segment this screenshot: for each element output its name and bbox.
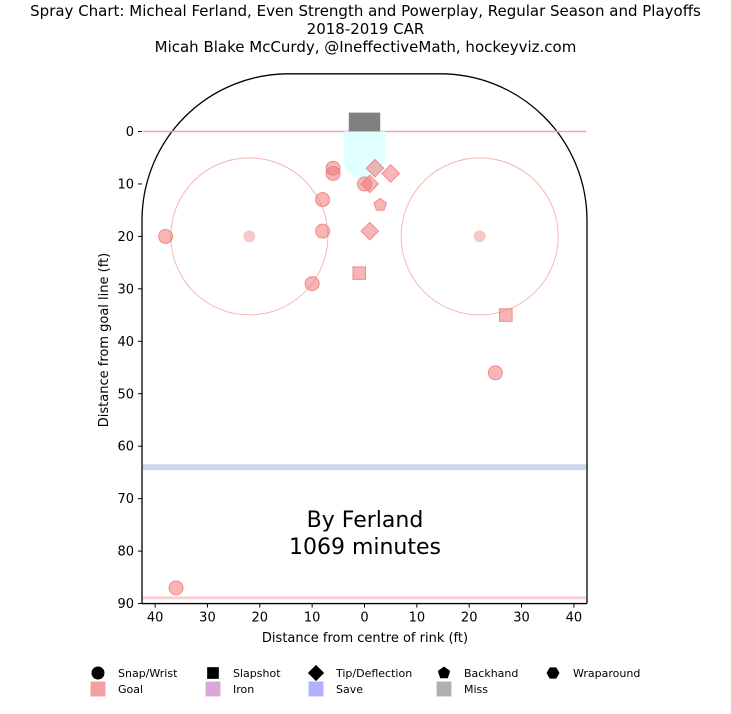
x-tick-label: 40 bbox=[147, 611, 164, 626]
shot-point-circle bbox=[168, 580, 184, 596]
shot-point-diamond bbox=[360, 221, 380, 241]
legend-shape-circle bbox=[91, 666, 105, 680]
legend-shape-hexagon bbox=[546, 667, 560, 679]
legend-label: Wraparound bbox=[573, 667, 640, 680]
faceoff-circle bbox=[400, 157, 559, 316]
axes: 0 10 20 30 40 50 60 70 80 90 40 30 20 10 0 10 20 30 40 bbox=[117, 125, 582, 626]
shot-point-diamond bbox=[381, 164, 401, 183]
y-tick-label: 40 bbox=[117, 335, 134, 350]
x-tick-label: 10 bbox=[304, 611, 321, 626]
legend-label: Goal bbox=[118, 683, 143, 696]
legend-swatch bbox=[205, 681, 221, 697]
y-tick-label: 0 bbox=[126, 125, 134, 140]
rink-boards bbox=[141, 73, 588, 604]
x-tick-label: 20 bbox=[461, 611, 478, 626]
shot-marks bbox=[158, 158, 513, 596]
shot-point-square bbox=[352, 266, 367, 280]
legend-label: Miss bbox=[464, 683, 488, 696]
legend-shape-pentagon bbox=[437, 666, 451, 679]
chart-credit: Micah Blake McCurdy, @IneffectiveMath, h… bbox=[154, 38, 577, 56]
x-tick-label: 30 bbox=[513, 611, 530, 626]
goal-net bbox=[348, 112, 381, 132]
chart-title-block: Spray Chart: Micheal Ferland, Even Stren… bbox=[0, 2, 731, 56]
shot-point-circle bbox=[304, 276, 320, 292]
shot-point-diamond bbox=[360, 174, 380, 194]
legend-label: Tip/Deflection bbox=[335, 667, 412, 680]
blue-line bbox=[143, 464, 586, 471]
shot-point-square bbox=[499, 308, 513, 322]
y-tick-label: 30 bbox=[117, 282, 134, 297]
shot-point-circle bbox=[487, 365, 503, 381]
shot-point-circle bbox=[325, 165, 341, 181]
shot-point-diamond bbox=[365, 158, 385, 178]
chart-subtitle: 2018-2019 CAR bbox=[306, 20, 425, 38]
y-tick-label: 80 bbox=[117, 545, 134, 560]
faceoff-dot bbox=[473, 230, 486, 243]
y-axis-label: Distance from goal line (ft) bbox=[97, 253, 112, 427]
legend-label: Iron bbox=[233, 683, 254, 696]
x-tick-label: 40 bbox=[566, 611, 583, 626]
legend: Snap/Wrist Slapshot Tip/Deflection Backhand… bbox=[90, 664, 640, 697]
y-tick-label: 20 bbox=[117, 230, 134, 245]
rink bbox=[141, 73, 588, 605]
legend-shape-square bbox=[207, 667, 219, 679]
y-tick-label: 70 bbox=[117, 492, 134, 507]
legend-swatch bbox=[308, 681, 324, 697]
annotation-line-1: By Ferland bbox=[307, 508, 424, 533]
shot-point-circle bbox=[315, 223, 331, 239]
annotation-line-2: 1069 minutes bbox=[289, 535, 441, 560]
x-tick-label: 10 bbox=[409, 611, 426, 626]
legend-label: Slapshot bbox=[233, 667, 281, 680]
x-tick-label: 0 bbox=[360, 611, 368, 626]
y-tick-label: 50 bbox=[117, 387, 134, 402]
legend-shape-diamond bbox=[307, 664, 325, 682]
chart-title: Spray Chart: Micheal Ferland, Even Stren… bbox=[30, 2, 701, 20]
x-axis-label: Distance from centre of rink (ft) bbox=[262, 631, 468, 646]
shot-point-pentagon bbox=[373, 197, 387, 211]
legend-swatch bbox=[436, 681, 452, 697]
x-tick-label: 30 bbox=[199, 611, 216, 626]
y-tick-label: 90 bbox=[117, 597, 134, 612]
shot-point-circle bbox=[315, 192, 331, 208]
y-tick-label: 60 bbox=[117, 440, 134, 455]
legend-label: Save bbox=[336, 683, 363, 696]
centre-line bbox=[143, 596, 586, 600]
shot-point-circle bbox=[158, 228, 174, 244]
legend-label: Backhand bbox=[464, 667, 518, 680]
legend-swatch bbox=[90, 681, 106, 697]
faceoff-dot bbox=[243, 230, 256, 243]
y-tick-label: 10 bbox=[117, 177, 134, 192]
legend-label: Snap/Wrist bbox=[118, 667, 178, 680]
x-tick-label: 20 bbox=[252, 611, 269, 626]
